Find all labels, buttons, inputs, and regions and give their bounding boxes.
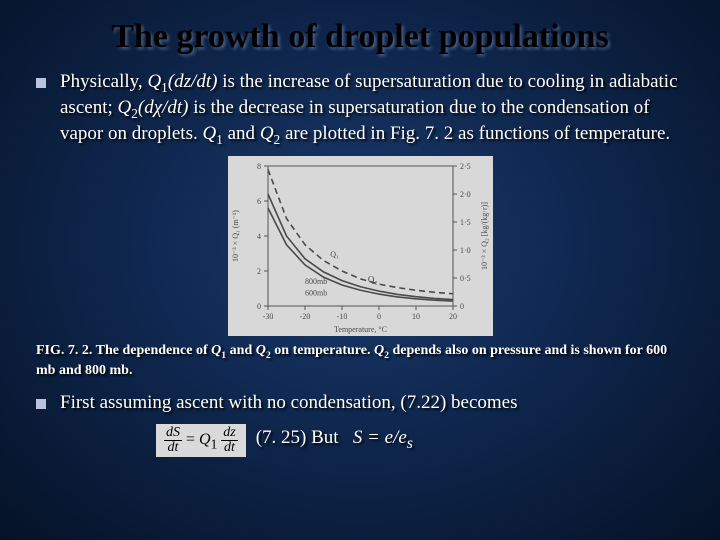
eq-lhs-frac: dS dt [164,426,182,455]
bullet-2: First assuming ascent with no condensati… [36,391,684,416]
chart-container: -30-20-10010200246800·51·01·52·02·5Tempe… [228,156,493,336]
bullet-icon [36,399,46,409]
p1-pre: Physically, [60,71,147,92]
svg-text:-20: -20 [299,312,310,321]
cap-lead: FIG. 7. 2. The dependence of [36,343,211,358]
svg-text:-30: -30 [262,312,273,321]
cap-q1: Q [211,343,221,358]
p1-q2arg: (dχ/dt) [138,97,189,118]
bullet-icon [36,78,46,88]
svg-text:600mb: 600mb [304,289,326,298]
equation-label: (7. 25) But S = e/es [256,427,413,453]
eq-lhs-den: dt [168,440,179,455]
svg-text:Q₁: Q₁ [330,250,339,259]
figure-caption: FIG. 7. 2. The dependence of Q1 and Q2 o… [36,342,684,381]
svg-text:10: 10 [412,312,420,321]
svg-text:2·5: 2·5 [460,162,471,171]
svg-text:0: 0 [257,302,261,311]
cap-q2b: Q [374,343,384,358]
svg-text:0: 0 [377,312,381,321]
svg-text:0·5: 0·5 [460,274,471,283]
cap-mid: on temperature. [271,343,374,358]
svg-text:4: 4 [257,232,261,241]
paragraph-2: First assuming ascent with no condensati… [60,391,518,416]
svg-text:10⁻³ × Q₁ (m⁻¹): 10⁻³ × Q₁ (m⁻¹) [231,210,240,262]
svg-text:Temperature, °C: Temperature, °C [334,325,387,334]
figure-7-2: -30-20-10010200246800·51·01·52·02·5Tempe… [36,156,684,336]
paragraph-1: Physically, Q1(dz/dt) is the increase of… [60,70,684,148]
equation-box: dS dt = Q1 dz dt [156,424,246,457]
p1-q2sub: 2 [131,106,138,121]
svg-text:6: 6 [257,197,261,206]
svg-text:1·0: 1·0 [460,246,471,255]
p1-q1bsub: 1 [216,132,223,147]
eq-rhs-den: dt [224,440,235,455]
p1-q2: Q [118,97,132,118]
p1-q1: Q [147,71,161,92]
svg-text:0: 0 [460,302,464,311]
svg-text:20: 20 [449,312,457,321]
svg-text:1·5: 1·5 [460,218,471,227]
eq-sign: = [186,431,199,448]
svg-text:8: 8 [257,162,261,171]
bullet-1: Physically, Q1(dz/dt) is the increase of… [36,70,684,148]
chart-svg: -30-20-10010200246800·51·01·52·02·5Tempe… [228,156,493,336]
svg-text:-10: -10 [336,312,347,321]
eq-lbl: (7. 25) But [256,427,339,448]
svg-text:800mb: 800mb [304,277,326,286]
eq-rhs-num: dz [223,425,235,440]
slide-title: The growth of droplet populations [36,18,684,56]
cap-q2: Q [256,343,266,358]
svg-text:Q₂: Q₂ [367,275,377,285]
p1-and: and [223,123,260,144]
svg-text:10⁻³ × Q₂ [kg/(kg·r)]: 10⁻³ × Q₂ [kg/(kg·r)] [480,202,489,270]
p1-q2b: Q [260,123,274,144]
eq-rhs-sub: 1 [211,436,218,451]
p1-q1b: Q [202,123,216,144]
eq-supp-sub: s [407,435,413,452]
p1-q1arg: (dz/dt) [168,71,218,92]
eq-rhs-q: Q [199,431,211,448]
slide: The growth of droplet populations Physic… [0,0,720,540]
svg-text:2: 2 [257,267,261,276]
eq-supp: S = e/e [353,427,407,448]
eq-lhs-num: dS [166,425,180,440]
svg-text:2·0: 2·0 [460,190,471,199]
eq-rhs-frac: dz dt [221,426,237,455]
equation-row: dS dt = Q1 dz dt (7. 25) But S = e/es [156,424,684,457]
p1-q1sub: 1 [161,80,168,95]
cap-and: and [226,343,256,358]
p1-tail: are plotted in Fig. 7. 2 as functions of… [280,123,670,144]
